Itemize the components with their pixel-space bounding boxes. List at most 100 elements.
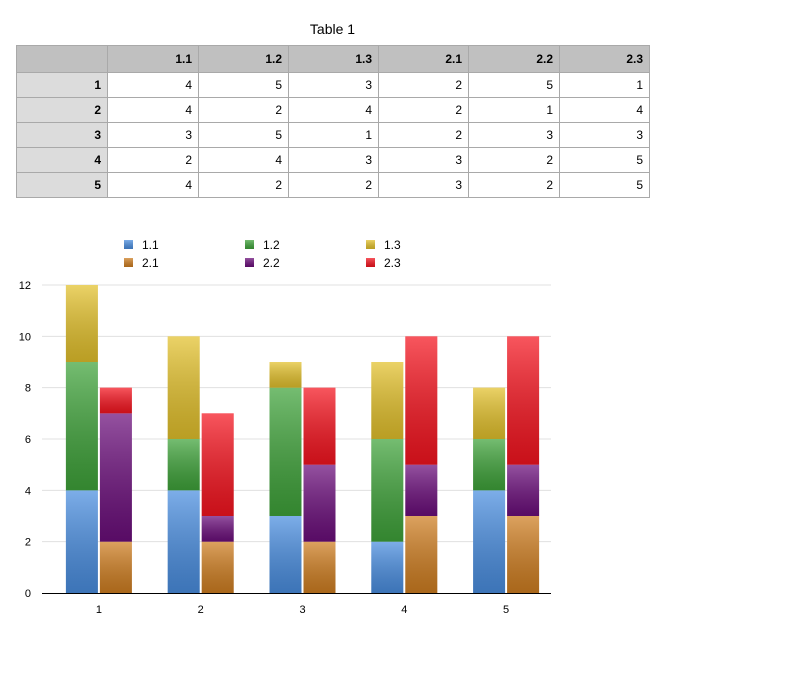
y-tick-label: 8 — [25, 383, 31, 395]
bar-shading — [65, 285, 98, 362]
legend-label: 1.1 — [142, 238, 159, 252]
bar-shading — [99, 387, 132, 414]
bar-shading — [99, 413, 132, 542]
table-cell[interactable]: 3 — [468, 122, 560, 148]
column-header[interactable]: 2.3 — [559, 45, 650, 73]
x-tick-label: 3 — [299, 604, 305, 616]
table-cell[interactable]: 3 — [559, 122, 650, 148]
x-tick-label: 2 — [198, 604, 204, 616]
data-table: 1.1 1.2 1.3 2.1 2.2 2.3 1 4 5 3 2 5 1 2 … — [16, 45, 650, 198]
bar-layer — [65, 285, 540, 593]
bar-shading — [269, 516, 302, 593]
table-cell[interactable]: 2 — [468, 172, 560, 198]
y-tick-label: 4 — [25, 485, 31, 497]
legend-label: 1.2 — [263, 238, 280, 252]
table-cell[interactable]: 2 — [107, 147, 199, 173]
bar-shading — [507, 336, 540, 465]
y-tick-label: 0 — [25, 588, 31, 600]
table-title: Table 1 — [309, 21, 356, 37]
table-cell[interactable]: 5 — [198, 72, 289, 98]
row-header[interactable]: 3 — [16, 122, 108, 148]
table-cell[interactable]: 4 — [107, 172, 199, 198]
table-cell[interactable]: 5 — [468, 72, 560, 98]
bar-shading — [201, 516, 234, 542]
legend: 1.1 1.2 1.3 2.1 2.2 2.3 — [124, 238, 401, 270]
y-tick-label: 12 — [19, 280, 31, 292]
legend-label: 1.3 — [384, 238, 401, 252]
bar-shading — [269, 362, 302, 388]
bar-shading — [405, 336, 438, 465]
table-cell[interactable]: 2 — [198, 172, 289, 198]
table-cell[interactable]: 4 — [559, 97, 650, 123]
table-cell[interactable]: 1 — [559, 72, 650, 98]
table-cell[interactable]: 4 — [198, 147, 289, 173]
table-cell[interactable]: 4 — [107, 72, 199, 98]
bar-shading — [405, 464, 438, 516]
bar-shading — [405, 516, 438, 593]
bar-shading — [65, 490, 98, 593]
bar-shading — [303, 541, 336, 593]
table-cell[interactable]: 5 — [559, 147, 650, 173]
x-tick-label: 1 — [96, 604, 102, 616]
bar-shading — [201, 541, 234, 593]
bar-shading — [65, 362, 98, 491]
bar-shading — [303, 387, 336, 465]
legend-swatch-shading — [366, 258, 375, 267]
bar-shading — [99, 541, 132, 593]
bar-shading — [371, 439, 404, 542]
legend-swatch-shading — [124, 258, 133, 267]
bar-shading — [167, 439, 200, 491]
y-tick-label: 2 — [25, 537, 31, 549]
legend-swatch-shading — [245, 258, 254, 267]
bar-shading — [303, 464, 336, 542]
table-cell[interactable]: 2 — [288, 172, 379, 198]
legend-swatch-shading — [366, 240, 375, 249]
column-header[interactable]: 1.3 — [288, 45, 379, 73]
legend-label: 2.2 — [263, 256, 280, 270]
table-cell[interactable]: 5 — [559, 172, 650, 198]
y-tick-label: 6 — [25, 434, 31, 446]
table-cell[interactable]: 3 — [378, 172, 469, 198]
row-header[interactable]: 5 — [16, 172, 108, 198]
table-cell[interactable]: 5 — [198, 122, 289, 148]
bar-shading — [507, 464, 540, 516]
column-header[interactable]: 2.2 — [468, 45, 560, 73]
bar-shading — [473, 490, 506, 593]
table-cell[interactable]: 1 — [288, 122, 379, 148]
table-cell[interactable]: 3 — [378, 147, 469, 173]
table-cell[interactable]: 3 — [288, 72, 379, 98]
table-cell[interactable]: 3 — [107, 122, 199, 148]
row-header[interactable]: 4 — [16, 147, 108, 173]
table-cell[interactable]: 2 — [378, 97, 469, 123]
row-header[interactable]: 2 — [16, 97, 108, 123]
column-header[interactable]: 2.1 — [378, 45, 469, 73]
table-cell[interactable]: 1 — [468, 97, 560, 123]
table-header-row: 1.1 1.2 1.3 2.1 2.2 2.3 — [16, 45, 650, 73]
bar-shading — [371, 362, 404, 439]
legend-swatch-shading — [245, 240, 254, 249]
table-cell[interactable]: 2 — [198, 97, 289, 123]
bar-shading — [167, 336, 200, 439]
bar-shading — [269, 387, 302, 516]
legend-label: 2.1 — [142, 256, 159, 270]
table-cell[interactable]: 2 — [378, 122, 469, 148]
bar-shading — [473, 387, 506, 439]
table-row: 5 4 2 2 3 2 5 — [16, 172, 650, 198]
table-corner-cell — [16, 45, 108, 73]
table-cell[interactable]: 2 — [378, 72, 469, 98]
table-row: 3 3 5 1 2 3 3 — [16, 122, 650, 148]
legend-swatch-shading — [124, 240, 133, 249]
table-cell[interactable]: 4 — [107, 97, 199, 123]
row-header[interactable]: 1 — [16, 72, 108, 98]
legend-label: 2.3 — [384, 256, 401, 270]
table-cell[interactable]: 2 — [468, 147, 560, 173]
x-tick-label: 5 — [503, 604, 509, 616]
column-header[interactable]: 1.1 — [107, 45, 199, 73]
table-cell[interactable]: 4 — [288, 97, 379, 123]
bar-shading — [473, 439, 506, 491]
bar-shading — [507, 516, 540, 593]
column-header[interactable]: 1.2 — [198, 45, 289, 73]
table-cell[interactable]: 3 — [288, 147, 379, 173]
bar-shading — [371, 541, 404, 593]
